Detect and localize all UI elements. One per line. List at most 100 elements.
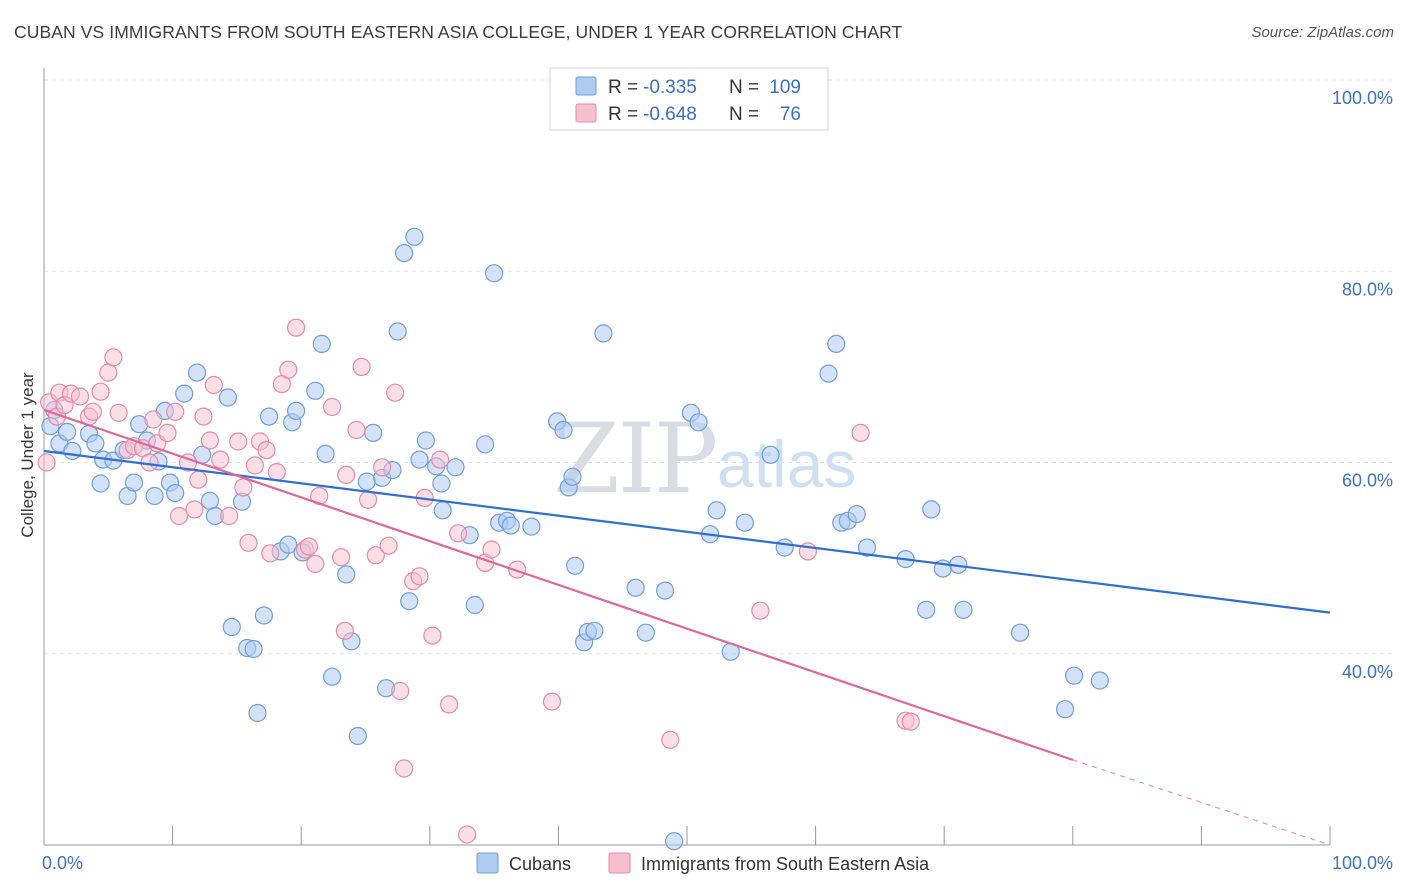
point-immigrants	[395, 759, 414, 778]
chart-title: CUBAN VS IMMIGRANTS FROM SOUTH EASTERN A…	[14, 22, 903, 42]
point-cubans	[827, 334, 846, 353]
point-immigrants	[185, 500, 204, 519]
grid-lines	[44, 79, 1393, 655]
point-immigrants	[194, 407, 213, 426]
point-cubans	[857, 538, 877, 557]
point-immigrants	[257, 441, 276, 460]
point-immigrants	[166, 402, 185, 421]
point-cubans	[707, 501, 726, 520]
point-cubans	[655, 581, 675, 600]
point-cubans	[1064, 666, 1084, 685]
point-immigrants	[347, 420, 366, 440]
point-immigrants	[458, 825, 477, 844]
point-cubans	[476, 435, 495, 454]
point-immigrants	[391, 681, 410, 701]
legend-bottom-label-cubans: Cubans	[509, 854, 571, 874]
point-immigrants	[352, 357, 371, 376]
legend-n-label-immigrants: N =	[729, 104, 759, 125]
point-cubans	[145, 486, 164, 506]
point-immigrants	[37, 453, 56, 472]
point-immigrants	[99, 363, 118, 382]
point-immigrants	[335, 621, 354, 640]
point-immigrants	[104, 348, 123, 367]
point-cubans	[91, 474, 110, 493]
point-cubans	[63, 441, 82, 461]
point-cubans	[348, 726, 367, 746]
x-tick-label-min: 0.0%	[42, 853, 83, 873]
point-immigrants	[70, 387, 90, 406]
point-cubans	[357, 472, 376, 491]
point-immigrants	[229, 432, 248, 451]
legend-r-value-cubans: -0.335	[643, 77, 697, 98]
point-immigrants	[482, 540, 501, 559]
y-tick-label-80: 80.0%	[1342, 279, 1393, 299]
point-cubans	[175, 384, 194, 403]
point-cubans	[954, 600, 973, 619]
y-axis-label: College, Under 1 year	[18, 372, 37, 538]
series-immigrants-points	[37, 318, 920, 844]
point-cubans	[254, 606, 273, 625]
legend-bottom-swatch-cubans	[476, 852, 499, 874]
point-cubans	[433, 501, 452, 520]
point-cubans	[847, 504, 866, 524]
x-ticks	[43, 826, 1331, 845]
point-cubans	[323, 667, 342, 686]
point-immigrants	[158, 423, 177, 442]
point-immigrants	[851, 423, 870, 442]
point-immigrants	[542, 692, 562, 711]
point-cubans	[312, 334, 331, 353]
point-cubans	[594, 324, 613, 343]
point-immigrants	[91, 382, 110, 401]
point-cubans	[1090, 671, 1109, 690]
point-immigrants	[366, 546, 385, 565]
watermark: ZIP atlas	[553, 403, 856, 515]
point-cubans	[522, 517, 541, 536]
point-immigrants	[109, 403, 128, 422]
point-immigrants	[204, 375, 223, 395]
point-immigrants	[440, 695, 459, 714]
point-immigrants	[323, 397, 342, 417]
point-cubans	[563, 467, 582, 486]
point-immigrants	[287, 318, 306, 337]
point-cubans	[388, 322, 407, 341]
point-immigrants	[508, 560, 527, 579]
point-cubans	[735, 513, 755, 532]
point-immigrants	[267, 463, 286, 482]
point-cubans	[306, 381, 325, 400]
point-immigrants	[661, 730, 680, 749]
x-tick-label-max: 100.0%	[1332, 853, 1393, 873]
legend-n-value-cubans: 109	[769, 77, 801, 98]
legend-bottom-label-immigrants: Immigrants from South Eastern Asia	[641, 854, 930, 874]
point-cubans	[446, 458, 465, 477]
point-immigrants	[245, 456, 264, 475]
point-immigrants	[306, 554, 325, 574]
point-cubans	[922, 500, 941, 519]
point-cubans	[187, 363, 207, 382]
legend-bottom: Cubans Immigrants from South Eastern Asi…	[476, 852, 930, 874]
point-cubans	[416, 431, 435, 450]
trend-line-immigrants	[43, 408, 1074, 761]
point-cubans	[86, 434, 105, 453]
point-cubans	[819, 364, 838, 383]
y-tick-label-60: 60.0%	[1342, 471, 1393, 491]
point-cubans	[259, 407, 279, 426]
point-immigrants	[332, 548, 351, 567]
point-immigrants	[751, 601, 770, 620]
point-cubans	[626, 578, 645, 597]
point-immigrants	[83, 402, 103, 421]
point-cubans	[554, 420, 573, 440]
point-immigrants	[239, 533, 258, 552]
point-cubans	[405, 227, 424, 246]
point-cubans	[775, 538, 794, 557]
trend-lines	[43, 408, 1331, 846]
y-tick-label-100: 100.0%	[1332, 88, 1393, 108]
legend-swatch-immigrants	[575, 103, 597, 123]
watermark-atlas: atlas	[717, 427, 856, 501]
point-immigrants	[299, 537, 318, 556]
point-cubans	[244, 639, 263, 659]
point-cubans	[364, 423, 383, 442]
point-immigrants	[379, 536, 398, 555]
point-immigrants	[169, 506, 189, 526]
point-immigrants	[373, 458, 392, 477]
point-immigrants	[144, 410, 163, 429]
